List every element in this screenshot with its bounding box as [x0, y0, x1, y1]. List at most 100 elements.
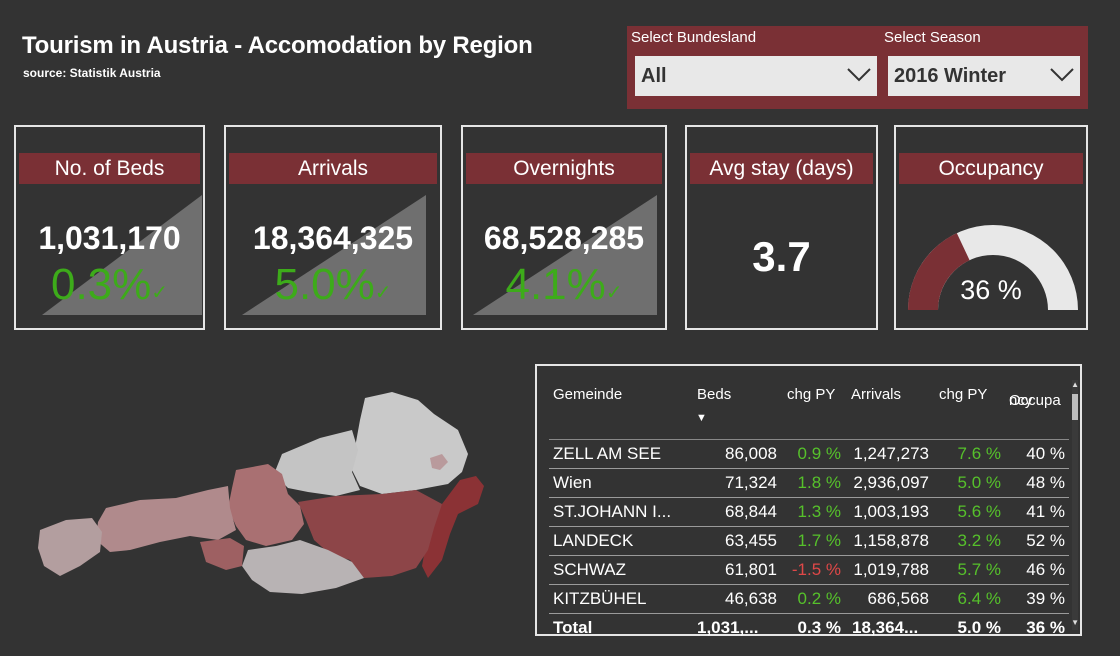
- map-region-styria[interactable]: [298, 490, 442, 578]
- cell-beds: 46,638: [725, 589, 777, 608]
- kpi-value: 68,528,285: [483, 220, 645, 256]
- table-total-row: Total 1,031,... 0.3 % 18,364... 5.0 % 36…: [549, 614, 1069, 641]
- cell-chg-arrivals: 5.6 %: [957, 502, 1001, 521]
- map-region-burgenland[interactable]: [422, 476, 484, 578]
- cell-arrivals: 1,019,788: [853, 560, 929, 579]
- cell-chg-arrivals: 3.2 %: [957, 531, 1001, 550]
- season-selected-value: 2016 Winter: [894, 65, 1007, 87]
- kpi-card-arrivals[interactable]: Arrivals 18,364,325 5.0%✓: [224, 125, 442, 330]
- cell-arrivals: 2,936,097: [853, 473, 929, 492]
- cell-occupancy: 39 %: [1026, 589, 1065, 608]
- total-beds: 1,031,...: [697, 618, 759, 637]
- kpi-title: Occupancy: [899, 153, 1083, 184]
- cell-gemeinde: KITZBÜHEL: [553, 589, 647, 608]
- table-body: Gemeinde Beds ▼ chg PY Arrivals chg PY O…: [549, 380, 1069, 641]
- table-rows: ZELL AM SEE 86,008 0.9 % 1,247,273 7.6 % 40 %…: [549, 440, 1069, 614]
- trend-triangle-icon: [42, 195, 202, 315]
- cell-arrivals: 1,003,193: [853, 502, 929, 521]
- total-label: Total: [553, 618, 593, 637]
- scroll-down-icon[interactable]: ▼: [1071, 618, 1079, 627]
- cell-chg-arrivals: 6.4 %: [957, 589, 1001, 608]
- table-row[interactable]: LANDECK 63,455 1.7 % 1,158,878 3.2 % 52 %: [549, 527, 1069, 556]
- total-arrivals: 18,364...: [852, 618, 919, 637]
- col-header-occupancy-line2: ncy: [1009, 392, 1033, 409]
- kpi-change-value: 0.3%: [50, 260, 152, 309]
- map-region-east-tyrol[interactable]: [200, 538, 244, 570]
- bundesland-slicer-label: Select Bundesland: [631, 29, 757, 46]
- table-header-row: Gemeinde Beds ▼ chg PY Arrivals chg PY O…: [549, 380, 1069, 440]
- cell-gemeinde: Wien: [553, 473, 592, 492]
- col-header-gemeinde[interactable]: Gemeinde: [553, 386, 623, 403]
- kpi-change: 0.3%✓: [16, 260, 203, 310]
- cell-gemeinde: ZELL AM SEE: [553, 444, 662, 463]
- map-region-upper-austria[interactable]: [274, 430, 360, 496]
- table-row[interactable]: ST.JOHANN I... 68,844 1.3 % 1,003,193 5.6 % 4…: [549, 498, 1069, 527]
- cell-beds: 86,008: [725, 444, 777, 463]
- cell-occupancy: 40 %: [1026, 444, 1065, 463]
- table-scrollbar[interactable]: [1072, 380, 1078, 630]
- gauge-fill: [908, 233, 970, 310]
- cell-arrivals: 1,247,273: [853, 444, 929, 463]
- total-chg-arrivals: 5.0 %: [957, 618, 1001, 637]
- map-region-vorarlberg[interactable]: [38, 518, 102, 576]
- season-slicer: Select Season 2016 Winter: [880, 26, 1088, 109]
- cell-chg-beds: -1.5 %: [791, 560, 841, 579]
- map-region-salzburg[interactable]: [228, 464, 304, 546]
- cell-gemeinde: ST.JOHANN I...: [553, 502, 672, 521]
- kpi-value: 3.7: [752, 233, 811, 280]
- table-row[interactable]: Wien 71,324 1.8 % 2,936,097 5.0 % 48 %: [549, 469, 1069, 498]
- kpi-card-beds[interactable]: No. of Beds 1,031,170 0.3%✓: [14, 125, 205, 330]
- sort-desc-icon[interactable]: ▼: [696, 412, 707, 424]
- col-header-chg-py-arrivals[interactable]: chg PY: [939, 386, 988, 403]
- cell-chg-beds: 1.3 %: [797, 502, 841, 521]
- map-region-carinthia[interactable]: [242, 540, 364, 594]
- scrollbar-thumb[interactable]: [1072, 394, 1078, 420]
- map-region-tyrol[interactable]: [96, 486, 236, 552]
- trend-triangle-icon: [242, 195, 426, 315]
- chevron-down-icon: [847, 68, 871, 82]
- cell-arrivals: 686,568: [867, 589, 929, 608]
- cell-beds: 71,324: [725, 473, 777, 492]
- source-label: source: Statistik Austria: [23, 66, 161, 80]
- cell-chg-arrivals: 7.6 %: [957, 444, 1001, 463]
- cell-chg-beds: 1.7 %: [797, 531, 841, 550]
- checkmark-icon: ✓: [151, 282, 169, 304]
- cell-occupancy: 52 %: [1026, 531, 1065, 550]
- map-region-lower-austria[interactable]: [350, 392, 468, 494]
- austria-region-map: [38, 392, 484, 594]
- col-header-chg-py-beds[interactable]: chg PY: [787, 386, 836, 403]
- kpi-title: Avg stay (days): [690, 153, 873, 184]
- kpi-value: 18,364,325: [252, 220, 414, 256]
- table-row[interactable]: ZELL AM SEE 86,008 0.9 % 1,247,273 7.6 % 40 %: [549, 440, 1069, 469]
- bundesland-dropdown[interactable]: All: [635, 56, 877, 96]
- cell-gemeinde: SCHWAZ: [553, 560, 627, 579]
- occupancy-gauge: [908, 225, 1078, 310]
- page-title: Tourism in Austria - Accomodation by Reg…: [22, 32, 533, 59]
- total-occupancy: 36 %: [1026, 618, 1065, 637]
- cell-occupancy: 46 %: [1026, 560, 1065, 579]
- kpi-card-avg-stay[interactable]: Avg stay (days) 3.7: [685, 125, 878, 330]
- cell-chg-beds: 0.9 %: [797, 444, 841, 463]
- kpi-title: No. of Beds: [19, 153, 200, 184]
- cell-beds: 61,801: [725, 560, 777, 579]
- cell-occupancy: 48 %: [1026, 473, 1065, 492]
- col-header-beds[interactable]: Beds: [697, 386, 732, 403]
- total-chg-beds: 0.3 %: [797, 618, 841, 637]
- kpi-card-overnights[interactable]: Overnights 68,528,285 4.1%✓: [461, 125, 667, 330]
- gemeinde-table: Gemeinde Beds ▼ chg PY Arrivals chg PY O…: [535, 364, 1082, 637]
- table-row[interactable]: KITZBÜHEL 46,638 0.2 % 686,568 6.4 % 39 %: [549, 585, 1069, 614]
- scroll-up-icon[interactable]: ▲: [1071, 380, 1079, 389]
- kpi-change-value: 5.0%: [274, 260, 375, 309]
- season-dropdown[interactable]: 2016 Winter: [888, 56, 1080, 96]
- kpi-card-occupancy[interactable]: Occupancy 36 %: [894, 125, 1088, 330]
- map-region-wien[interactable]: [430, 454, 448, 470]
- cell-beds: 68,844: [725, 502, 777, 521]
- kpi-change: 4.1%✓: [463, 260, 665, 310]
- cell-arrivals: 1,158,878: [853, 531, 929, 550]
- kpi-change: 5.0%✓: [226, 260, 440, 310]
- trend-triangle-icon: [473, 195, 657, 315]
- col-header-arrivals[interactable]: Arrivals: [851, 386, 902, 403]
- cell-chg-arrivals: 5.0 %: [957, 473, 1001, 492]
- table-row[interactable]: SCHWAZ 61,801 -1.5 % 1,019,788 5.7 % 46 %: [549, 556, 1069, 585]
- checkmark-icon: ✓: [374, 282, 392, 304]
